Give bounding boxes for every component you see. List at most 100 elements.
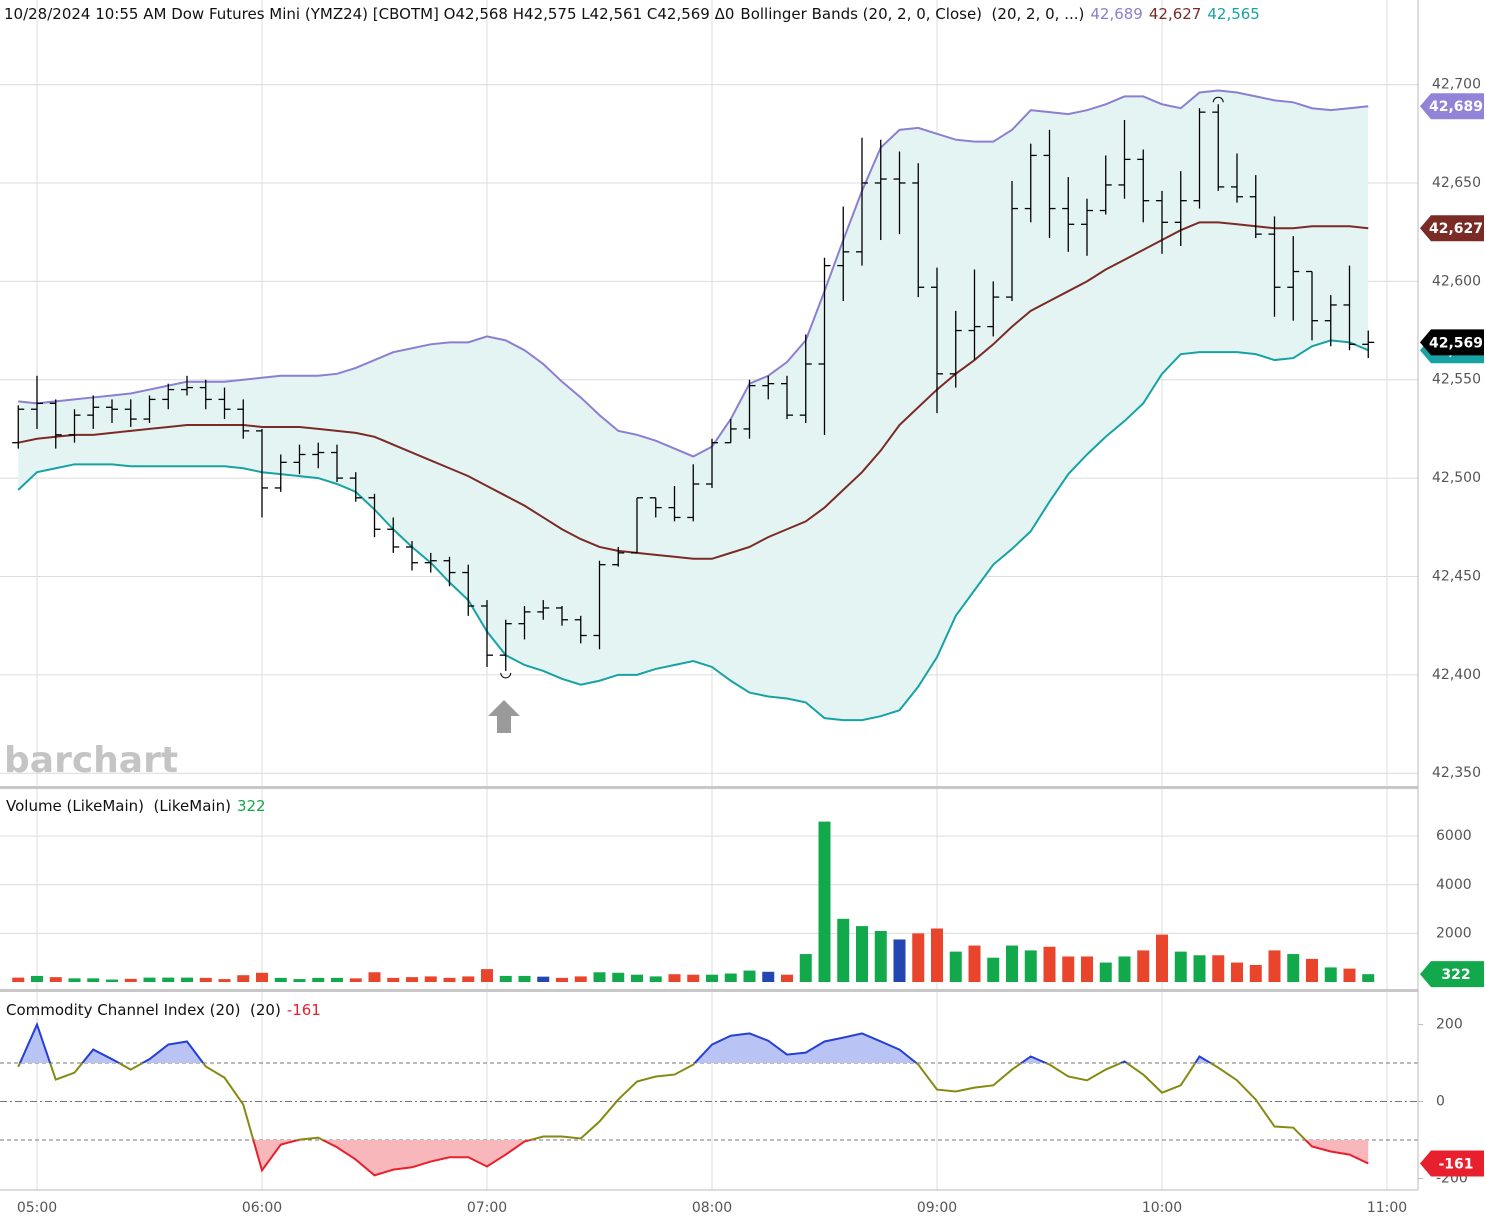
x-tick-label: 05:00	[17, 1200, 57, 1216]
volume-bar	[1043, 946, 1056, 982]
volume-bar	[668, 974, 681, 982]
volume-bar	[537, 976, 550, 982]
volume-bar	[143, 977, 156, 982]
indicator-label: Bollinger Bands (20, 2, 0, Close) (20, 2…	[740, 5, 1084, 23]
volume-tag-label: 322	[1441, 967, 1470, 983]
cci-title: Commodity Channel Index (20) (20)	[6, 1001, 281, 1019]
watermark: barchart	[4, 740, 178, 781]
volume-bar	[743, 970, 756, 982]
y-tick-label: 4000	[1436, 877, 1472, 893]
volume-bar	[1212, 955, 1225, 982]
volume-last: 322	[237, 797, 266, 815]
volume-bar	[1081, 956, 1093, 982]
low-marker	[500, 672, 512, 679]
cci-fill-upper	[18, 1024, 1369, 1064]
volume-bar	[1362, 974, 1375, 982]
volume-bar	[181, 977, 193, 982]
x-tick-label: 07:00	[467, 1200, 507, 1216]
cci-tag	[1420, 1150, 1484, 1177]
x-tick-label: 10:00	[1142, 1200, 1182, 1216]
y-tick-label: 42,350	[1432, 765, 1481, 781]
y-tick-label: 42,650	[1432, 175, 1481, 191]
y-tick-label: 42,550	[1432, 372, 1481, 388]
price-tag	[1420, 329, 1484, 356]
volume-bar	[1174, 951, 1187, 982]
low-arrow	[488, 700, 520, 733]
y-tick-label: 42,400	[1432, 667, 1481, 683]
volume-bar	[1306, 958, 1318, 982]
volume-bar	[162, 977, 175, 982]
volume-bar	[931, 928, 943, 982]
volume-bar	[893, 939, 906, 982]
volume-bar	[237, 975, 250, 982]
volume-bar	[424, 976, 437, 982]
volume-bar	[293, 979, 306, 982]
volume-bar	[706, 974, 718, 982]
volume-bar	[874, 930, 887, 982]
volume-bar	[1024, 950, 1037, 982]
volume-bar	[1193, 955, 1206, 982]
volume-bar	[499, 975, 512, 982]
panel-separator	[0, 786, 1418, 789]
panel-separator	[0, 989, 1418, 992]
band-legend: 42,689	[1090, 5, 1143, 23]
band-tag-label: 42,627	[1429, 221, 1483, 237]
volume-bar	[949, 951, 962, 982]
volume-bar	[1324, 967, 1337, 982]
volume-bar	[1249, 964, 1262, 982]
volume-bar	[762, 971, 775, 982]
band-legend: 42,565	[1207, 5, 1260, 23]
y-tick-label: 2000	[1436, 925, 1472, 941]
volume-bar	[818, 821, 831, 982]
cci-last: -161	[287, 1001, 321, 1019]
volume-bar	[349, 978, 362, 982]
data-layer: 42,350 42,400 42,450 42,500 42,550 42,600 42,6…	[4, 5, 1481, 1217]
volume-bar	[406, 977, 418, 982]
volume-bar	[87, 978, 100, 982]
volume-bar	[1006, 945, 1018, 982]
volume-bar	[218, 979, 231, 982]
volume-bar	[481, 969, 493, 982]
volume-bar	[1343, 968, 1356, 982]
volume-bar	[799, 954, 812, 982]
volume-bar	[274, 977, 287, 982]
volume-bar	[968, 945, 981, 982]
cci-line	[17, 1063, 1307, 1140]
volume-bar	[556, 977, 568, 982]
volume-bar	[987, 957, 1000, 982]
y-tick-label: 200	[1436, 1017, 1463, 1033]
band-tag	[1420, 93, 1484, 120]
volume-bar	[1062, 956, 1075, 982]
y-tick-label: 6000	[1436, 828, 1472, 844]
volume-bar	[1118, 956, 1131, 982]
band-line	[18, 89, 1369, 458]
band-line	[17, 339, 1369, 722]
y-tick-label: 42,450	[1432, 568, 1481, 584]
volume-bar	[649, 976, 662, 982]
volume-bar	[856, 926, 868, 982]
volume-bar	[312, 977, 325, 982]
volume-bar	[1268, 950, 1281, 982]
panel-title: Volume (LikeMain) (LikeMain) 322	[6, 797, 266, 815]
volume-title: Volume (LikeMain) (LikeMain)	[6, 797, 231, 815]
price-tag-label: 42,569	[1429, 335, 1483, 351]
chart-header: 10/28/2024 10:55 AM Dow Futures Mini (YM…	[4, 5, 1260, 23]
volume-bar	[331, 977, 343, 982]
y-tick-label: 0	[1436, 1094, 1445, 1110]
volume-bar	[31, 975, 43, 982]
y-tick-label: 42,500	[1432, 470, 1481, 486]
x-tick-label: 06:00	[242, 1200, 282, 1216]
volume-bar	[68, 978, 81, 982]
volume-bar	[199, 977, 212, 982]
y-tick-label: 42,700	[1432, 77, 1481, 93]
volume-bar	[1231, 962, 1243, 982]
volume-bar	[462, 976, 475, 982]
volume-bar	[724, 973, 737, 982]
band-tag-label: 42,689	[1429, 99, 1483, 115]
high-marker	[1212, 96, 1224, 103]
volume-bar	[781, 974, 793, 982]
cci-tag-label: -161	[1438, 1156, 1473, 1172]
volume-bar	[1287, 954, 1300, 982]
